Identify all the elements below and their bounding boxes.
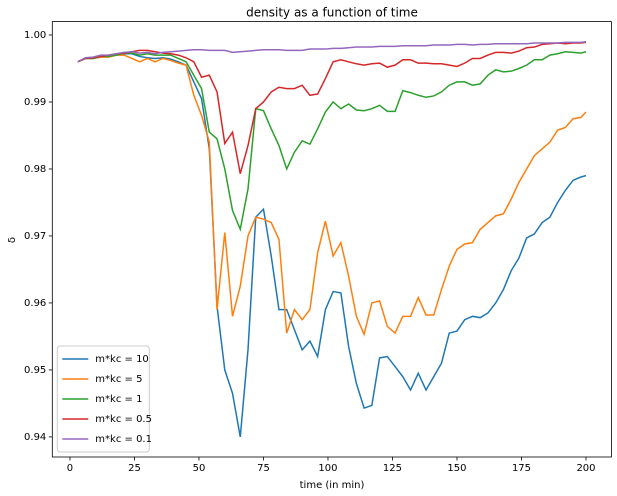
x-tick-label: 175 xyxy=(512,463,531,474)
data-line xyxy=(77,53,587,438)
y-tick-label: 1.00 xyxy=(24,30,46,41)
legend-label: m*kc = 1 xyxy=(95,394,142,405)
y-tick-label: 0.98 xyxy=(24,164,46,175)
data-line xyxy=(77,50,587,232)
x-tick-label: 125 xyxy=(383,463,402,474)
x-tick-label: 200 xyxy=(576,463,595,474)
y-tick-label: 0.96 xyxy=(24,298,46,309)
legend-label: m*kc = 5 xyxy=(95,374,142,385)
plot-frame xyxy=(51,21,612,458)
y-axis-label: δ xyxy=(7,237,18,243)
y-tick-label: 0.97 xyxy=(24,231,46,242)
legend-box xyxy=(56,345,150,453)
y-tick-label: 0.95 xyxy=(24,365,46,376)
x-tick-label: 100 xyxy=(318,463,337,474)
data-line xyxy=(77,40,587,63)
x-tick-label: 50 xyxy=(193,463,206,474)
x-tick-label: 25 xyxy=(128,463,141,474)
x-tick-label: 0 xyxy=(67,463,73,474)
legend-label: m*kc = 10 xyxy=(95,354,149,365)
y-tick-label: 0.99 xyxy=(24,97,46,108)
x-tick-label: 150 xyxy=(447,463,466,474)
legend-label: m*kc = 0.5 xyxy=(95,414,152,425)
x-tick-label: 75 xyxy=(257,463,270,474)
chart-title: density as a function of time xyxy=(246,6,418,20)
x-axis-label: time (in min) xyxy=(300,480,365,491)
y-tick-label: 0.94 xyxy=(24,432,46,443)
data-line xyxy=(77,54,587,337)
legend-label: m*kc = 0.1 xyxy=(95,434,152,445)
legend: m*kc = 10 m*kc = 5 m*kc = 1 m*kc = 0.5 m*kc … xyxy=(56,345,152,453)
